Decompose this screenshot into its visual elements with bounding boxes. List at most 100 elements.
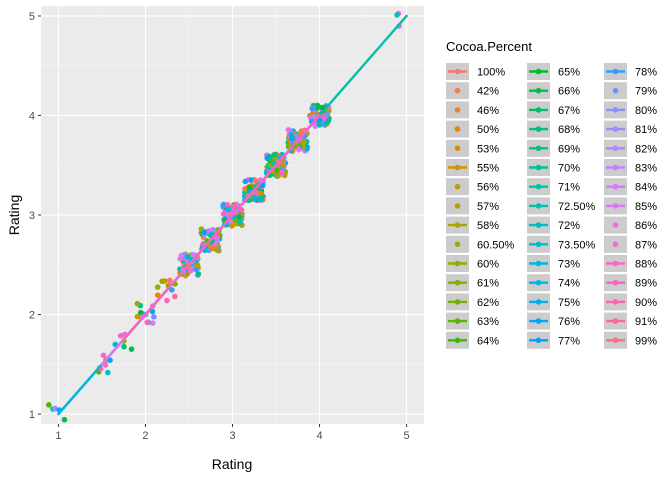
- legend-key-point: [612, 87, 619, 94]
- data-point: [320, 113, 327, 120]
- data-point: [279, 169, 285, 176]
- legend-key-point: [454, 260, 461, 267]
- data-point: [128, 346, 135, 352]
- data-point: [220, 202, 226, 208]
- legend-key-point: [612, 107, 619, 113]
- legend-key-point: [454, 183, 461, 190]
- y-axis-title: Rating: [6, 195, 22, 235]
- legend-key-point: [454, 318, 461, 324]
- data-point: [220, 211, 227, 217]
- legend-key-point: [454, 337, 461, 344]
- legend-label: 90%: [635, 297, 657, 309]
- legend-key-point: [612, 279, 619, 286]
- data-point: [252, 177, 259, 184]
- y-tick-label: 5: [29, 11, 35, 23]
- legend-key-point: [612, 260, 619, 267]
- legend-title: Cocoa.Percent: [446, 39, 532, 54]
- data-point: [296, 146, 302, 153]
- legend-key-point: [535, 299, 542, 305]
- legend-key-point: [612, 68, 619, 75]
- legend-key-point: [535, 241, 542, 248]
- x-tick-label: 3: [229, 430, 235, 442]
- data-point: [137, 309, 144, 316]
- legend-key-point: [535, 164, 542, 171]
- data-point: [257, 190, 264, 197]
- legend-key-point: [612, 299, 619, 305]
- legend-label: 83%: [635, 163, 657, 175]
- legend-key-point: [612, 337, 619, 344]
- legend-label: 82%: [635, 143, 657, 155]
- legend-label: 78%: [635, 67, 657, 79]
- y-tick-label: 1: [29, 409, 35, 421]
- legend-label: 81%: [635, 124, 657, 136]
- legend-key-point: [535, 260, 542, 267]
- data-point: [230, 204, 237, 210]
- legend-key-point: [454, 241, 461, 248]
- legend-key-point: [535, 203, 542, 209]
- legend-key-point: [612, 164, 619, 171]
- legend-label: 75%: [558, 297, 580, 309]
- legend-key-point: [535, 126, 542, 132]
- data-point: [301, 138, 307, 145]
- legend-key-point: [535, 183, 542, 190]
- data-point: [149, 320, 156, 326]
- data-point: [264, 154, 271, 161]
- legend-key-point: [454, 203, 461, 209]
- legend: 100% 42% 46% 50% 53% 55% 56% 57% 58% 60.50% 60% 61%…: [446, 63, 657, 349]
- data-point: [280, 161, 286, 168]
- y-tick-label: 3: [29, 210, 35, 222]
- legend-label: 72.50%: [558, 201, 596, 213]
- data-point: [105, 369, 111, 376]
- data-point: [258, 195, 265, 201]
- x-tick-label: 4: [316, 430, 322, 442]
- legend-label: 73.50%: [558, 239, 596, 251]
- legend-key-point: [454, 164, 461, 171]
- data-point: [242, 178, 249, 185]
- legend-label: 55%: [477, 163, 499, 175]
- fit-lines: [57, 14, 408, 416]
- data-point: [316, 117, 323, 123]
- legend-label: 46%: [477, 105, 499, 117]
- data-point: [178, 252, 185, 259]
- legend-key-point: [612, 126, 619, 132]
- legend-key-point: [454, 145, 461, 152]
- x-axis-title: Rating: [212, 456, 252, 472]
- legend-label: 72%: [558, 220, 580, 232]
- legend-label: 68%: [558, 124, 580, 136]
- legend-label: 99%: [635, 335, 657, 347]
- legend-key-point: [454, 126, 461, 132]
- legend-label: 60%: [477, 259, 499, 271]
- legend-label: 89%: [635, 278, 657, 290]
- legend-key-point: [535, 107, 542, 113]
- legend-key-point: [454, 222, 461, 228]
- legend-label: 70%: [558, 163, 580, 175]
- legend-label: 58%: [477, 220, 499, 232]
- legend-label: 100%: [477, 67, 505, 79]
- data-point: [214, 247, 220, 253]
- legend-label: 88%: [635, 259, 657, 271]
- legend-key-point: [454, 107, 461, 113]
- legend-label: 61%: [477, 278, 499, 290]
- data-point: [252, 195, 258, 202]
- data-point: [151, 313, 157, 320]
- data-point: [248, 177, 255, 183]
- data-point: [164, 297, 170, 304]
- legend-key-point: [612, 183, 619, 190]
- legend-label: 76%: [558, 316, 580, 328]
- legend-key-point: [535, 87, 542, 94]
- legend-label: 42%: [477, 86, 499, 98]
- legend-label: 50%: [477, 124, 499, 136]
- x-tick-label: 1: [55, 430, 61, 442]
- data-point: [149, 308, 156, 315]
- data-point: [317, 122, 323, 128]
- data-point: [314, 102, 321, 109]
- legend-key-point: [454, 279, 461, 286]
- legend-label: 91%: [635, 316, 657, 328]
- data-point: [272, 152, 278, 158]
- data-point: [238, 206, 245, 213]
- y-axis: 1 2 3 4 5: [29, 11, 41, 421]
- data-point: [107, 357, 113, 363]
- legend-label: 63%: [477, 316, 499, 328]
- data-point: [275, 173, 281, 179]
